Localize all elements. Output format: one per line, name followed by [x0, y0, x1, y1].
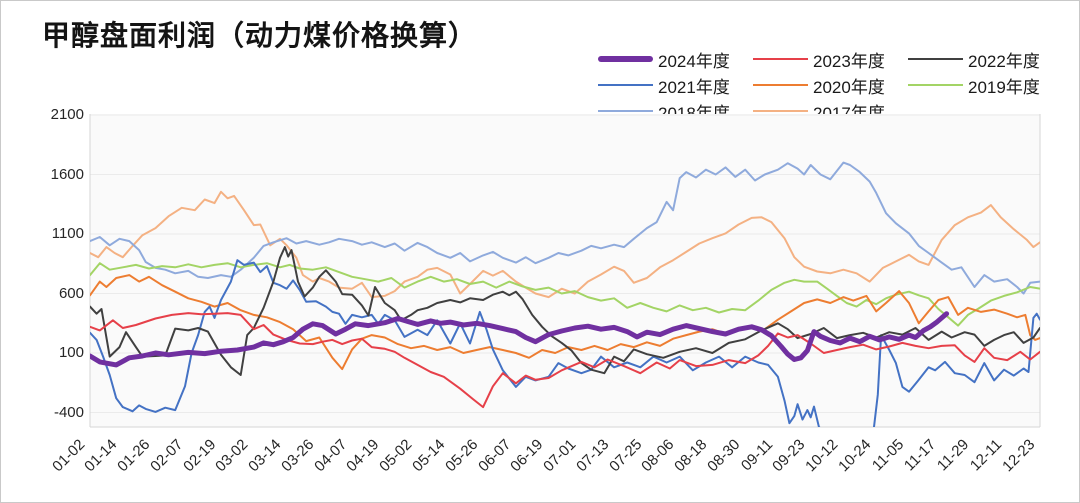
y-tick-label-100: 100	[58, 344, 84, 361]
y-tick-label-2100: 2100	[50, 106, 84, 123]
legend-label: 2023年度	[813, 51, 885, 71]
legend-item-2019年度: 2019年度	[908, 72, 1063, 98]
series-group	[90, 161, 1040, 427]
legend-swatch	[753, 110, 808, 112]
y-tick-label-1100: 1100	[51, 225, 84, 242]
legend-swatch	[908, 84, 963, 86]
legend-item-2022年度: 2022年度	[908, 46, 1063, 72]
legend-label: 2022年度	[968, 51, 1040, 71]
legend-label: 2020年度	[813, 77, 885, 97]
legend-label: 2021年度	[658, 77, 730, 97]
series-line-2022年度	[90, 246, 1040, 376]
legend-swatch	[598, 56, 653, 62]
legend-swatch	[598, 110, 653, 112]
y-tick-label-1600: 1600	[50, 165, 84, 183]
y-tick-label--400: -400	[53, 403, 84, 421]
y-tick-label-600: 600	[58, 284, 84, 302]
legend-label: 2024年度	[658, 51, 730, 71]
series-line-2020年度	[90, 274, 1040, 371]
series-line-2023年度	[90, 312, 1040, 409]
series-line-2017年度	[90, 190, 1040, 299]
legend-item-2024年度: 2024年度	[598, 46, 753, 72]
legend-swatch	[753, 84, 808, 86]
series-line-2024年度	[90, 311, 950, 368]
chart-title: 甲醇盘面利润（动力煤价格换算）	[42, 19, 478, 52]
legend-item-2021年度: 2021年度	[598, 72, 753, 98]
legend-swatch	[908, 58, 963, 60]
legend-swatch	[598, 84, 653, 86]
legend-swatch	[753, 58, 808, 60]
legend-item-2020年度: 2020年度	[753, 72, 908, 98]
legend-label: 2019年度	[968, 77, 1040, 97]
legend-item-2023年度: 2023年度	[753, 46, 908, 72]
plot-background	[90, 114, 1040, 427]
